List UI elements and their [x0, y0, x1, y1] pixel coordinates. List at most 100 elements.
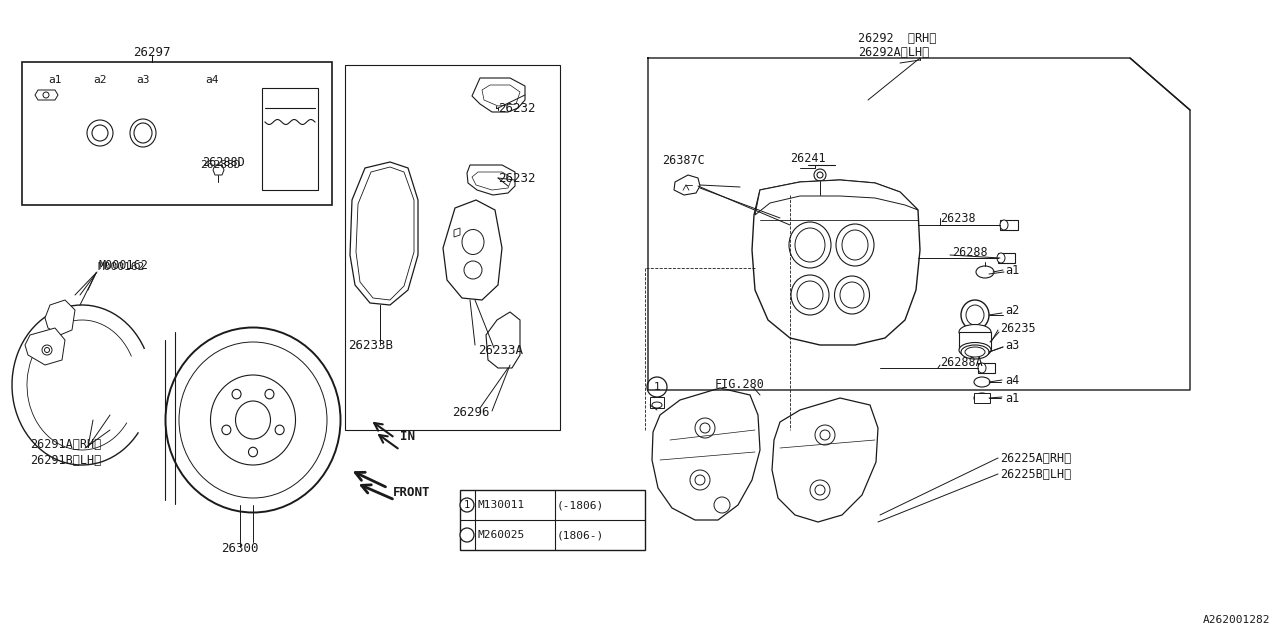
Ellipse shape: [462, 230, 484, 255]
Ellipse shape: [179, 342, 326, 498]
Polygon shape: [26, 328, 65, 365]
Bar: [262, 88, 317, 190]
Text: 26233A: 26233A: [477, 344, 524, 356]
Text: a1: a1: [49, 75, 61, 85]
Text: 26225B〈LH〉: 26225B〈LH〉: [1000, 467, 1071, 481]
Polygon shape: [486, 312, 520, 368]
Circle shape: [460, 498, 474, 512]
Text: 26297: 26297: [133, 45, 170, 58]
Text: (1806-): (1806-): [557, 530, 604, 540]
Ellipse shape: [1000, 220, 1009, 230]
Polygon shape: [772, 398, 878, 522]
Text: a1: a1: [1005, 392, 1019, 404]
Text: 26233B: 26233B: [348, 339, 393, 351]
Ellipse shape: [974, 377, 989, 387]
Ellipse shape: [795, 228, 826, 262]
Text: 26232: 26232: [498, 102, 535, 115]
Polygon shape: [472, 172, 512, 190]
Circle shape: [42, 345, 52, 355]
Polygon shape: [472, 78, 525, 112]
Polygon shape: [349, 162, 419, 305]
Ellipse shape: [221, 425, 230, 435]
Text: 26288D: 26288D: [200, 160, 241, 170]
Bar: [1000, 220, 1018, 230]
Circle shape: [817, 172, 823, 178]
Bar: [959, 332, 991, 350]
Text: FRONT: FRONT: [393, 486, 430, 499]
Polygon shape: [753, 180, 920, 345]
Polygon shape: [356, 167, 413, 300]
Ellipse shape: [961, 345, 989, 359]
Ellipse shape: [978, 363, 986, 373]
Polygon shape: [483, 85, 520, 106]
Circle shape: [87, 120, 113, 146]
Text: 26235: 26235: [1000, 321, 1036, 335]
Bar: [346, 65, 561, 430]
Text: 26292A〈LH〉: 26292A〈LH〉: [858, 45, 929, 58]
Ellipse shape: [791, 275, 829, 315]
Text: 26292  〈RH〉: 26292 〈RH〉: [858, 31, 937, 45]
Ellipse shape: [236, 401, 270, 439]
Text: a4: a4: [205, 75, 219, 85]
Circle shape: [44, 92, 49, 98]
Text: a1: a1: [1005, 264, 1019, 276]
Ellipse shape: [131, 119, 156, 147]
Ellipse shape: [265, 389, 274, 399]
Text: 26291B〈LH〉: 26291B〈LH〉: [29, 454, 101, 467]
Bar: [998, 253, 1015, 263]
Text: a3: a3: [1005, 339, 1019, 351]
Ellipse shape: [788, 222, 831, 268]
Text: a4: a4: [1005, 374, 1019, 387]
Circle shape: [690, 470, 710, 490]
Ellipse shape: [965, 347, 986, 357]
Text: 26241: 26241: [790, 152, 826, 164]
Bar: [650, 397, 664, 408]
Circle shape: [820, 430, 829, 440]
Ellipse shape: [465, 261, 483, 279]
Ellipse shape: [836, 224, 874, 266]
Text: a2: a2: [93, 75, 106, 85]
Text: M130011: M130011: [477, 500, 525, 510]
Text: M000162: M000162: [97, 262, 145, 272]
Text: A262001282: A262001282: [1202, 615, 1270, 625]
Polygon shape: [652, 388, 760, 520]
Polygon shape: [467, 165, 515, 195]
Text: (-1806): (-1806): [557, 500, 604, 510]
Text: 26238: 26238: [940, 211, 975, 225]
Circle shape: [814, 169, 826, 181]
Ellipse shape: [232, 389, 241, 399]
Text: 1: 1: [463, 500, 470, 510]
Ellipse shape: [652, 402, 662, 408]
Bar: [22, 62, 332, 205]
Circle shape: [815, 485, 826, 495]
Text: M000162: M000162: [99, 259, 148, 271]
Circle shape: [714, 497, 730, 513]
Ellipse shape: [165, 328, 340, 513]
Circle shape: [810, 480, 829, 500]
Text: 26288D: 26288D: [202, 156, 244, 168]
Circle shape: [695, 418, 716, 438]
Ellipse shape: [961, 300, 989, 330]
Ellipse shape: [210, 375, 296, 465]
Text: 26288A: 26288A: [940, 355, 983, 369]
Polygon shape: [454, 228, 460, 237]
Polygon shape: [45, 300, 76, 335]
Ellipse shape: [835, 276, 869, 314]
Polygon shape: [443, 200, 502, 300]
Circle shape: [646, 377, 667, 397]
Bar: [974, 393, 989, 403]
Text: FIG.280: FIG.280: [716, 378, 765, 392]
Ellipse shape: [974, 393, 989, 403]
Polygon shape: [35, 90, 58, 100]
Ellipse shape: [966, 305, 984, 325]
Text: 26225A〈RH〉: 26225A〈RH〉: [1000, 451, 1071, 465]
Ellipse shape: [248, 447, 257, 457]
Polygon shape: [675, 175, 700, 195]
Text: 26232: 26232: [498, 172, 535, 184]
Circle shape: [815, 425, 835, 445]
Ellipse shape: [840, 282, 864, 308]
Text: 26288: 26288: [952, 246, 988, 259]
Ellipse shape: [997, 253, 1005, 263]
Text: 1: 1: [654, 382, 660, 392]
Text: 26387C: 26387C: [662, 154, 705, 166]
